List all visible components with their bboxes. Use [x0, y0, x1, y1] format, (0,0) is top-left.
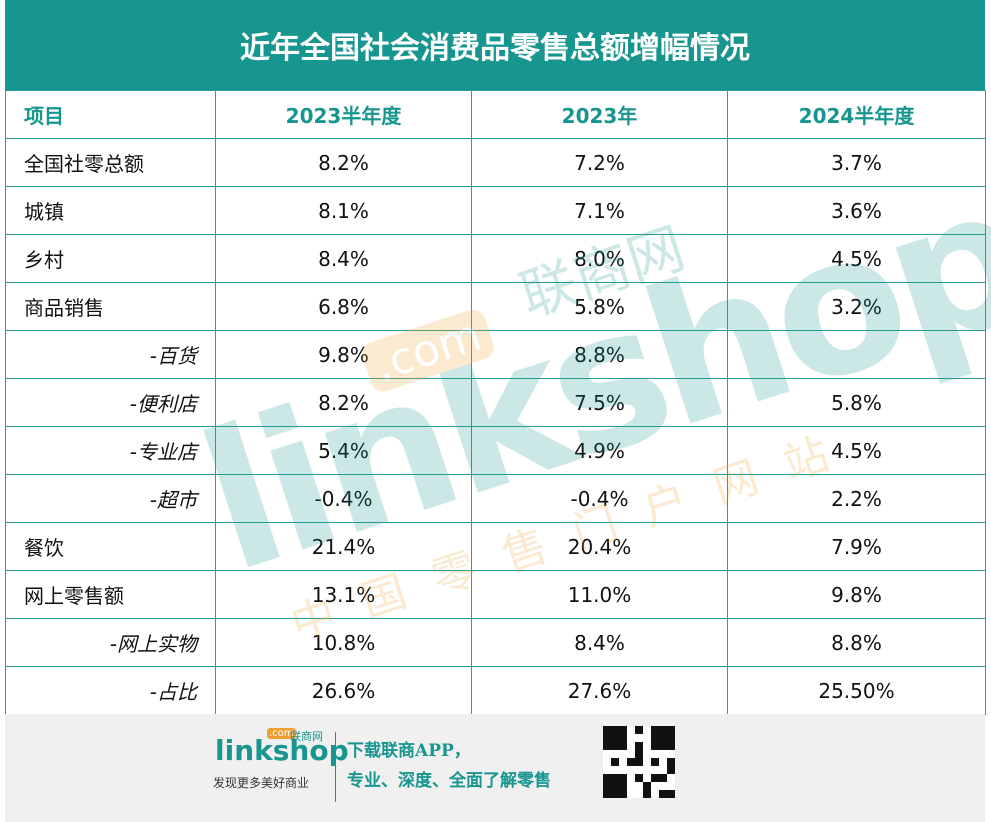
- cell: 26.6%: [215, 666, 472, 715]
- header-cell: 项目: [5, 90, 216, 139]
- logo: linkshop: [215, 734, 349, 767]
- table-row: 网上零售额 13.1% 11.0% 9.8%: [5, 570, 986, 619]
- table: 项目 2023半年度 2023年 2024半年度 全国社零总额 8.2% 7.2% 3.7% 城…: [5, 90, 986, 715]
- table-row: -便利店 8.2% 7.5% 5.8%: [5, 378, 986, 427]
- cell: 9.8%: [215, 330, 472, 379]
- cell: 8.0%: [471, 234, 728, 283]
- table-row: -网上实物 10.8% 8.4% 8.8%: [5, 618, 986, 667]
- cell: 4.9%: [471, 426, 728, 475]
- cell: 9.8%: [727, 570, 986, 619]
- cell: 3.6%: [727, 186, 986, 235]
- table-row: 乡村 8.4% 8.0% 4.5%: [5, 234, 986, 283]
- cell: 3.2%: [727, 282, 986, 331]
- table-row: 城镇 8.1% 7.1% 3.6%: [5, 186, 986, 235]
- cell: 4.5%: [727, 426, 986, 475]
- cell: 4.5%: [727, 234, 986, 283]
- row-label: 城镇: [5, 186, 216, 235]
- cell: 7.1%: [471, 186, 728, 235]
- table-row: 全国社零总额 8.2% 7.2% 3.7%: [5, 138, 986, 187]
- row-label: -超市: [5, 474, 216, 523]
- cell: 5.8%: [471, 282, 728, 331]
- cell: 8.4%: [215, 234, 472, 283]
- tagline: 发现更多美好商业: [213, 776, 310, 790]
- table-row: -超市 -0.4% -0.4% 2.2%: [5, 474, 986, 523]
- header-row: 项目 2023半年度 2023年 2024半年度: [5, 90, 986, 139]
- cell: 6.8%: [215, 282, 472, 331]
- table-row: -占比 26.6% 27.6% 25.50%: [5, 666, 986, 715]
- cell: 8.4%: [471, 618, 728, 667]
- row-label: -专业店: [5, 426, 216, 475]
- footer: linkshop .com 联商网 发现更多美好商业 下载联商APP， 专业、深…: [5, 714, 985, 822]
- table-row: 商品销售 6.8% 5.8% 3.2%: [5, 282, 986, 331]
- cell: -0.4%: [215, 474, 472, 523]
- row-label: 商品销售: [5, 282, 216, 331]
- header-cell: 2023半年度: [215, 90, 472, 139]
- row-label: 乡村: [5, 234, 216, 283]
- row-label: 全国社零总额: [5, 138, 216, 187]
- promo-line: 下载联商APP，: [347, 741, 471, 761]
- qr-code: [603, 726, 675, 798]
- promo-line: 专业、深度、全面了解零售: [347, 771, 551, 791]
- row-label: 餐饮: [5, 522, 216, 571]
- cell: 20.4%: [471, 522, 728, 571]
- cell: 11.0%: [471, 570, 728, 619]
- cell: 5.4%: [215, 426, 472, 475]
- cell: 10.8%: [215, 618, 472, 667]
- table-row: 餐饮 21.4% 20.4% 7.9%: [5, 522, 986, 571]
- cell: 8.2%: [215, 138, 472, 187]
- cell: 7.5%: [471, 378, 728, 427]
- cell: [727, 330, 986, 379]
- logo-cn: 联商网: [290, 730, 323, 743]
- cell: -0.4%: [471, 474, 728, 523]
- row-label: -百货: [5, 330, 216, 379]
- separator: [335, 732, 336, 802]
- cell: 8.2%: [215, 378, 472, 427]
- cell: 3.7%: [727, 138, 986, 187]
- cell: 2.2%: [727, 474, 986, 523]
- row-label: -占比: [5, 666, 216, 715]
- row-label: -网上实物: [5, 618, 216, 667]
- header-cell: 2023年: [471, 90, 728, 139]
- row-label: -便利店: [5, 378, 216, 427]
- header-cell: 2024半年度: [727, 90, 986, 139]
- cell: 8.8%: [727, 618, 986, 667]
- cell: 21.4%: [215, 522, 472, 571]
- table-row: -百货 9.8% 8.8%: [5, 330, 986, 379]
- cell: 25.50%: [727, 666, 986, 715]
- row-label: 网上零售额: [5, 570, 216, 619]
- cell: 13.1%: [215, 570, 472, 619]
- cell: 5.8%: [727, 378, 986, 427]
- table-row: -专业店 5.4% 4.9% 4.5%: [5, 426, 986, 475]
- cell: 8.1%: [215, 186, 472, 235]
- cell: 8.8%: [471, 330, 728, 379]
- title: 近年全国社会消费品零售总额增幅情况: [5, 0, 985, 90]
- cell: 7.2%: [471, 138, 728, 187]
- logo-com: .com: [267, 728, 296, 739]
- cell: 7.9%: [727, 522, 986, 571]
- cell: 27.6%: [471, 666, 728, 715]
